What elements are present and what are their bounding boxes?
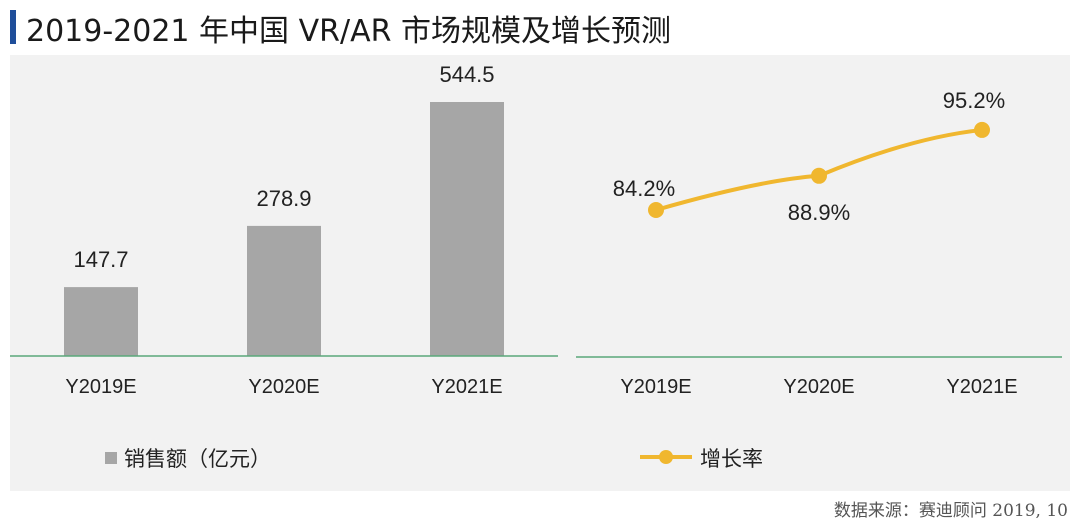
line-value-label: 95.2% [943,88,1005,113]
bar-chart: 147.7 Y2019E 278.9 Y2020E 544.5 Y2021E 销售额（亿元） [10,62,558,471]
bar-value-label: 147.7 [73,247,128,272]
chart-title: 2019-2021 年中国 VR/AR 市场规模及增长预测 [26,14,671,49]
bar-Y2021E [430,102,504,356]
data-source-note: 数据来源：赛迪顾问 2019, 10 [833,501,1068,521]
x-tick-label: Y2021E [431,376,502,398]
title-accent-bar [10,10,16,44]
line-point-Y2020E [811,167,827,184]
line-value-label: 88.9% [788,200,850,225]
bar-value-label: 544.5 [439,62,494,87]
bar-Y2019E [64,287,138,356]
legend-swatch-bar [105,452,117,464]
bar-value-label: 278.9 [256,186,311,211]
bar-Y2020E [247,225,321,356]
x-tick-label: Y2021E [946,376,1017,398]
line-point-Y2019E [648,201,664,218]
x-tick-label: Y2020E [248,376,319,398]
x-tick-label: Y2019E [65,376,136,398]
x-tick-label: Y2019E [620,376,691,398]
legend-marker-swatch [659,450,673,464]
legend-label-bar: 销售额（亿元） [124,448,271,471]
chart-panel [10,55,1070,491]
line-value-label: 84.2% [613,176,675,201]
legend-label-line: 增长率 [700,448,763,471]
line-point-Y2021E [974,121,990,138]
line-chart: 84.2% Y2019E 88.9% Y2020E 95.2% Y2021E 增长率 [576,88,1062,471]
x-tick-label: Y2020E [783,376,854,398]
